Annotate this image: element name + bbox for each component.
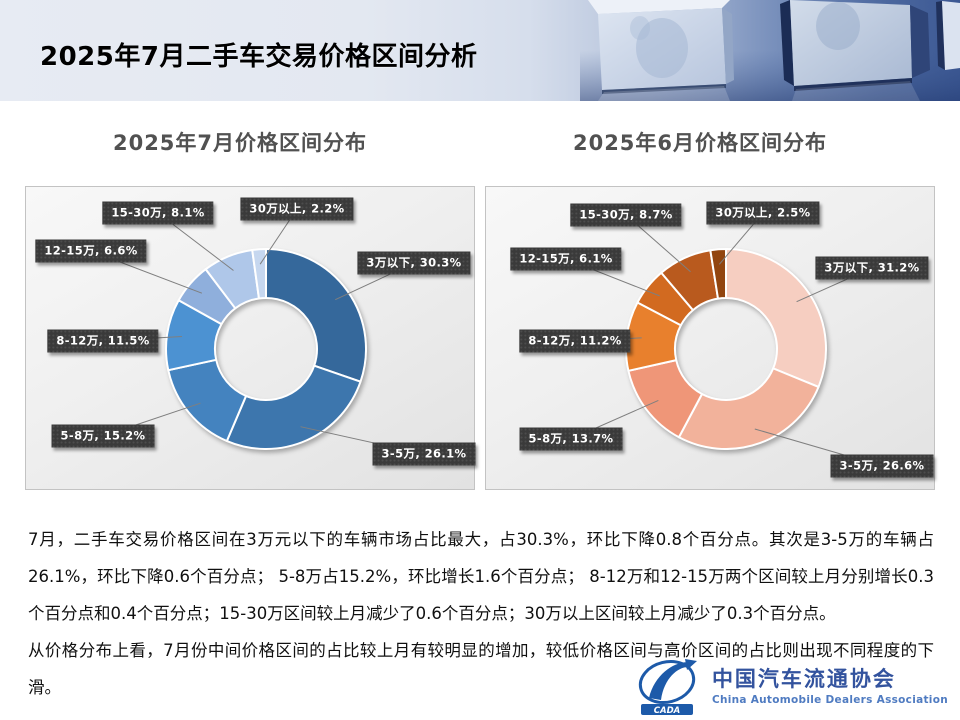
analysis-paragraph-1: 7月，二手车交易价格区间在3万元以下的车辆市场占比最大，占30.3%，环比下降0… (28, 530, 934, 623)
donut-segment-3万以下 (265, 248, 367, 383)
chart-data-label: 3-5万, 26.1% (372, 442, 476, 466)
chart-data-label: 8-12万, 11.5% (47, 329, 159, 353)
organization-logo: CADA 中国汽车流通协会 China Automobile Dealers A… (633, 658, 948, 716)
chart-title-june: 2025年6月价格区间分布 (572, 131, 828, 155)
chart-data-label: 30万以上, 2.5% (706, 201, 820, 225)
org-name-english: China Automobile Dealers Association (711, 693, 948, 706)
page-title: 2025年7月二手车交易价格区间分析 (40, 42, 478, 72)
org-name-chinese: 中国汽车流通协会 (711, 667, 896, 692)
chart-data-label: 3万以下, 31.2% (815, 256, 929, 280)
header-banner: 2025年7月二手车交易价格区间分析 (0, 0, 960, 101)
header-cubes-graphic (580, 0, 960, 101)
chart-data-label: 3万以下, 30.3% (357, 251, 471, 275)
cada-abbr-text: CADA (654, 706, 680, 716)
donut-chart-panel-june: 3万以下, 31.2% 3-5万, 26.6% 5-8万, 13.7% 8-12万, … (485, 186, 935, 490)
donut-chart-panel-july: 3万以下, 30.3% 3-5万, 26.1% 5-8万, 15.2% 8-12万, … (25, 186, 476, 490)
chart-data-label: 5-8万, 15.2% (51, 424, 155, 448)
chart-title-july: 2025年7月价格区间分布 (112, 131, 368, 155)
analysis-text-block: 7月，二手车交易价格区间在3万元以下的车辆市场占比最大，占30.3%，环比下降0… (28, 521, 934, 706)
chart-data-label: 30万以上, 2.2% (240, 197, 354, 221)
donut-segment-3-5万 (225, 364, 362, 450)
chart-data-label: 8-12万, 11.2% (519, 329, 631, 353)
chart-data-label: 3-5万, 26.6% (830, 454, 934, 478)
chart-data-label: 12-15万, 6.1% (510, 247, 622, 271)
donut-segment-3-5万 (677, 367, 820, 450)
chart-data-label: 15-30万, 8.7% (570, 203, 682, 227)
donut-segment-3万以下 (725, 248, 827, 388)
cada-emblem-icon: CADA (638, 659, 697, 716)
chart-data-label: 15-30万, 8.1% (102, 201, 214, 225)
analysis-paragraph-2: 从价格分布上看，7月份中间价格区间的占比较上月有较明显的增加，较低价格区间与高价… (28, 641, 934, 697)
chart-data-label: 5-8万, 13.7% (519, 427, 623, 451)
chart-data-label: 12-15万, 6.6% (35, 239, 147, 263)
